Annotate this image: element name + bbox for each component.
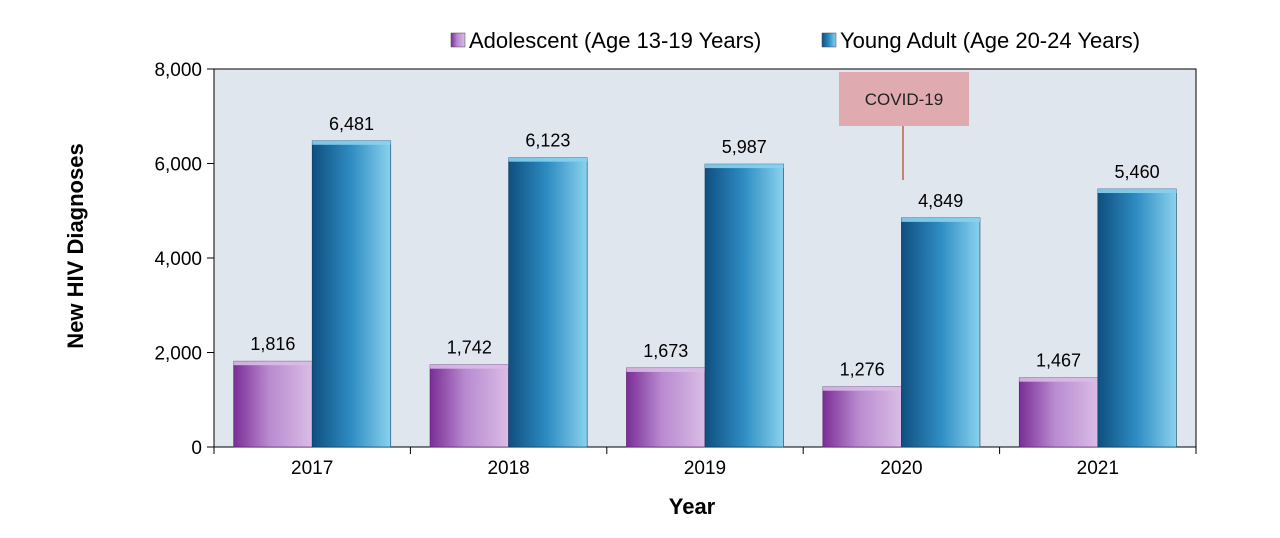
bar-top-highlight (626, 367, 705, 372)
y-tick-label: 8,000 (154, 60, 202, 81)
data-label: 4,849 (918, 191, 963, 211)
bar-adolescent-2018 (429, 364, 509, 448)
bar-young-adult-2017 (311, 140, 392, 448)
y-axis-title: New HIV Diagnoses (63, 143, 88, 348)
x-axis-title: Year (669, 494, 716, 519)
bar-young-adult-2020 (901, 217, 981, 448)
data-label: 6,481 (329, 114, 374, 134)
x-tick-label: 2017 (291, 458, 333, 479)
data-label: 5,460 (1115, 162, 1160, 182)
annotation-text: COVID-19 (865, 90, 943, 109)
bar-adolescent-2020 (822, 386, 902, 448)
bar-top-highlight (1097, 189, 1177, 194)
x-tick-label: 2018 (487, 458, 529, 479)
bar-top-highlight (233, 361, 313, 366)
y-tick-label: 6,000 (154, 155, 202, 176)
bar-top-highlight (822, 386, 902, 391)
data-label: 1,816 (250, 334, 295, 354)
bar-adolescent-2017 (233, 360, 313, 448)
bar-top-highlight (430, 364, 509, 369)
y-tick-label: 0 (191, 438, 202, 459)
legend-label-adolescent: Adolescent (Age 13-19 Years) (469, 28, 761, 53)
bar-top-highlight (705, 164, 784, 169)
bar-adolescent-2021 (1018, 377, 1099, 448)
data-label: 5,987 (722, 137, 767, 157)
data-label: 1,742 (447, 338, 492, 358)
data-label: 1,276 (840, 360, 885, 380)
bar-top-highlight (312, 140, 391, 145)
bar-adolescent-2019 (626, 367, 706, 448)
bar-young-adult-2018 (508, 157, 588, 448)
data-label: 1,673 (643, 341, 688, 361)
bars (233, 140, 1177, 448)
legend-swatch-young-adult (821, 32, 837, 48)
legend: Adolescent (Age 13-19 Years) Young Adult… (450, 28, 1140, 53)
covid-annotation: COVID-19 (839, 72, 969, 180)
legend-swatch-adolescent (450, 32, 466, 48)
x-tick-label: 2021 (1077, 458, 1119, 479)
annotation-box (839, 72, 969, 126)
legend-label-young-adult: Young Adult (Age 20-24 Years) (840, 28, 1140, 53)
x-tick-label: 2019 (684, 458, 726, 479)
x-axis: 2017 2018 2019 2020 2021 (213, 447, 1197, 479)
x-tick-label: 2020 (880, 458, 922, 479)
bar-top-highlight (508, 157, 588, 162)
bar-young-adult-2019 (704, 163, 784, 448)
bar-top-highlight (901, 217, 980, 222)
bar-top-highlight (1019, 377, 1098, 382)
y-tick-label: 4,000 (154, 249, 202, 270)
data-label: 6,123 (525, 131, 570, 151)
bar-young-adult-2021 (1097, 188, 1177, 448)
y-tick-label: 2,000 (154, 344, 202, 365)
data-labels: 1,816 1,742 1,673 1,276 1,467 6,481 6,123 5,987… (250, 114, 1159, 380)
y-axis: 0 2,000 4,000 6,000 8,000 (154, 60, 214, 459)
data-label: 1,467 (1036, 351, 1081, 371)
